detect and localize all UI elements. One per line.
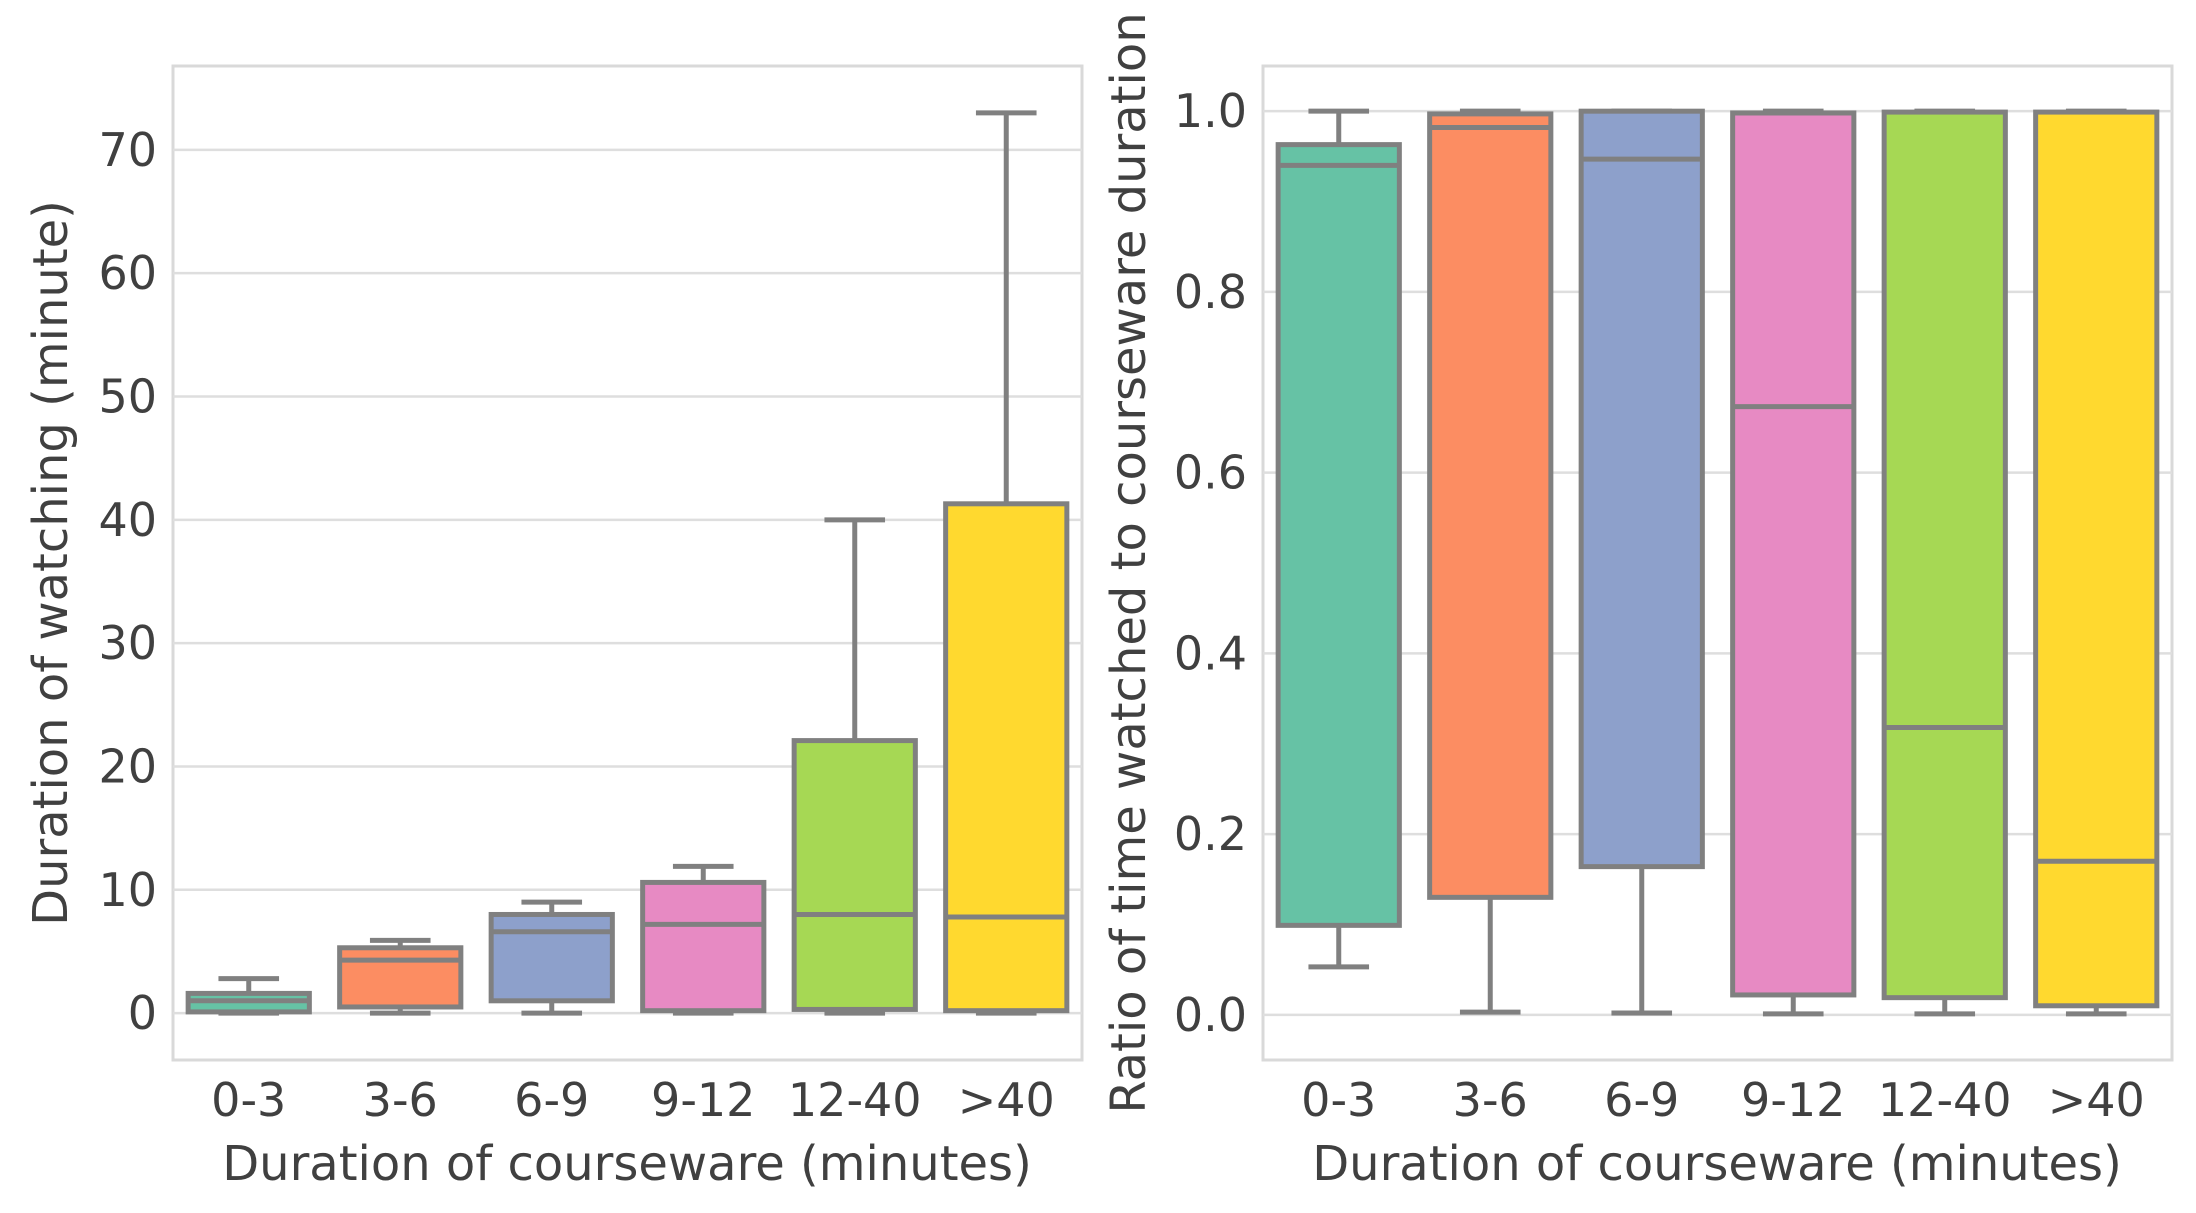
boxplot-3-6 xyxy=(337,937,464,1016)
y-tick-labels: 0.0 0.2 0.4 0.6 0.8 1.0 xyxy=(1174,84,1247,1042)
x-tick-label: 9-12 xyxy=(651,1073,755,1127)
iqr-box xyxy=(2033,109,2160,1009)
x-axis-label: Duration of courseware (minutes) xyxy=(1312,1136,2122,1192)
boxplot-9-12 xyxy=(640,863,767,1016)
boxplot-6-9 xyxy=(488,899,615,1016)
y-tick-label: 0.6 xyxy=(1174,446,1247,500)
y-tick-label: 40 xyxy=(98,493,157,547)
iqr-box xyxy=(337,945,464,1010)
y-tick-label: 0.4 xyxy=(1174,626,1247,680)
iqr-box xyxy=(1578,108,1705,870)
y-tick-label: 1.0 xyxy=(1174,84,1247,138)
x-tick-label: 9-12 xyxy=(1741,1073,1845,1127)
x-tick-label: 0-3 xyxy=(1301,1073,1376,1127)
boxplot-0-3 xyxy=(185,976,312,1016)
iqr-box xyxy=(1730,110,1857,998)
chart-watch-duration: 0 10 20 30 40 50 60 70 0-3 3-6 6-9 9-12 12-40 >40 Du… xyxy=(23,64,1084,1192)
x-tick-label: 12-40 xyxy=(788,1073,922,1127)
x-tick-labels: 0-3 3-6 6-9 9-12 12-40 >40 xyxy=(211,1073,1055,1127)
x-tick-label: >40 xyxy=(958,1073,1055,1127)
boxplot->40 xyxy=(2033,108,2160,1017)
y-axis-label: Duration of watching (minute) xyxy=(23,200,79,926)
gridlines xyxy=(173,148,1082,1015)
gridlines xyxy=(1263,109,2172,1017)
y-tick-label: 50 xyxy=(98,370,157,424)
boxplot-3-6 xyxy=(1427,108,1554,1015)
x-tick-label: >40 xyxy=(2048,1073,2145,1127)
y-tick-label: 10 xyxy=(98,863,157,917)
y-tick-label: 0.0 xyxy=(1174,988,1247,1042)
y-tick-label: 0.8 xyxy=(1174,265,1247,319)
iqr-box xyxy=(488,911,615,1004)
plot-frame xyxy=(171,64,1084,1062)
y-tick-label: 20 xyxy=(98,739,157,793)
boxplots xyxy=(185,110,1070,1016)
x-tick-label: 3-6 xyxy=(363,1073,438,1127)
boxplot-12-40 xyxy=(791,517,918,1016)
iqr-box xyxy=(1275,142,1402,928)
y-axis-label: Ratio of time watched to courseware dura… xyxy=(1101,12,1157,1113)
y-tick-label: 0.2 xyxy=(1174,807,1247,861)
boxplot-12-40 xyxy=(1881,108,2008,1017)
iqr-box xyxy=(791,738,918,1012)
x-tick-label: 12-40 xyxy=(1878,1073,2012,1127)
y-tick-label: 30 xyxy=(98,616,157,670)
y-tick-label: 70 xyxy=(98,123,157,177)
x-tick-labels: 0-3 3-6 6-9 9-12 12-40 >40 xyxy=(1301,1073,2145,1127)
x-tick-label: 3-6 xyxy=(1453,1073,1528,1127)
x-axis-label: Duration of courseware (minutes) xyxy=(222,1136,1032,1192)
y-tick-label: 0 xyxy=(128,986,157,1040)
iqr-box xyxy=(640,879,767,1014)
boxplots xyxy=(1275,108,2160,1017)
boxplot->40 xyxy=(943,110,1070,1016)
y-tick-label: 60 xyxy=(98,246,157,300)
boxplot-6-9 xyxy=(1578,108,1705,1016)
x-tick-label: 6-9 xyxy=(1604,1073,1679,1127)
x-tick-label: 0-3 xyxy=(211,1073,286,1127)
chart-watch-ratio: 0.0 0.2 0.4 0.6 0.8 1.0 0-3 3-6 6-9 9-12 12-40 >40… xyxy=(1101,12,2174,1192)
iqr-box xyxy=(1427,111,1554,900)
y-tick-labels: 0 10 20 30 40 50 60 70 xyxy=(98,123,157,1040)
iqr-box xyxy=(1881,109,2008,1001)
plot-frame xyxy=(1261,64,2174,1062)
boxplot-9-12 xyxy=(1730,108,1857,1017)
iqr-box xyxy=(943,501,1070,1014)
boxplot-0-3 xyxy=(1275,108,1402,970)
x-tick-label: 6-9 xyxy=(514,1073,589,1127)
